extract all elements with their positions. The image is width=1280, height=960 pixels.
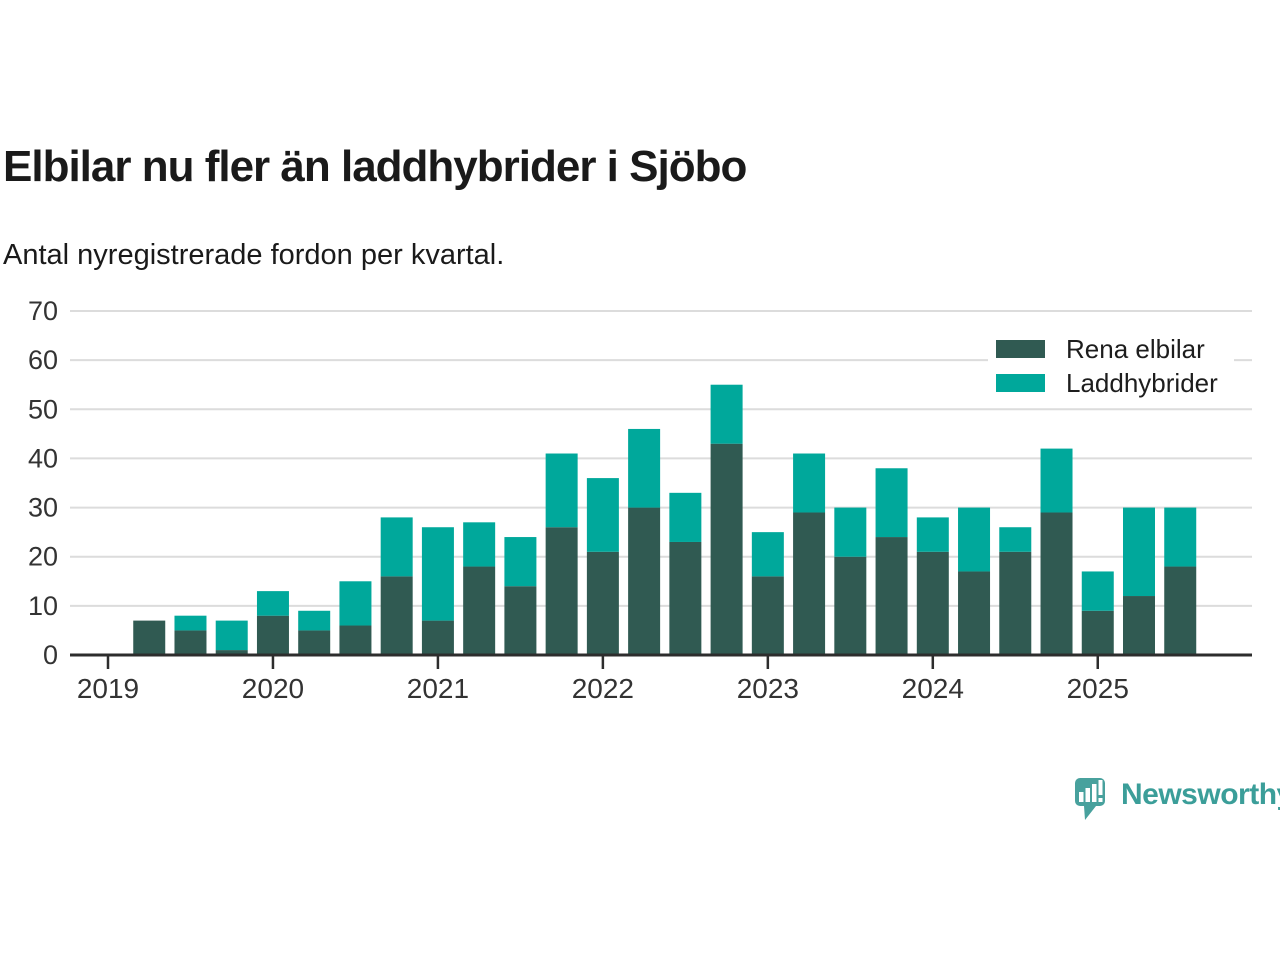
bar-rena-elbilar-2021-Q3 [504,586,537,655]
bar-laddhybrider-2020-Q4 [380,517,413,577]
newsworthy-wordmark: Newsworthy [1121,778,1280,811]
bar-rena-elbilar-2025-Q2 [1123,596,1155,655]
bar-rena-elbilar-2022-Q1 [586,551,619,655]
bar-rena-elbilar-2019-Q4 [215,650,248,655]
x-axis-label-2025: 2025 [1067,673,1129,704]
chart-title: Elbilar nu fler än laddhybrider i Sjöbo [3,142,747,191]
x-axis-label-2022: 2022 [572,673,634,704]
bar-laddhybrider-2019-Q4 [215,620,248,651]
y-axis-label-50: 50 [28,394,58,424]
bar-laddhybrider-2023-Q4 [875,468,908,538]
bar-laddhybrider-2023-Q2 [793,453,826,513]
bar-laddhybrider-2021-Q4 [545,453,578,528]
y-axis-label-10: 10 [28,591,58,621]
bar-laddhybrider-2020-Q2 [298,610,331,631]
y-axis-label-20: 20 [28,542,58,572]
bar-laddhybrider-2022-Q3 [669,492,702,542]
bar-rena-elbilar-2024-Q4 [1040,512,1073,655]
legend-swatch-rena-elbilar [996,340,1045,358]
bar-laddhybrider-2022-Q4 [710,384,743,444]
y-axis-label-40: 40 [28,443,58,473]
chart-subtitle: Antal nyregistrerade fordon per kvartal. [3,239,505,271]
legend-item-laddhybrider: Laddhybrider [996,368,1234,398]
bar-rena-elbilar-2024-Q2 [958,571,991,655]
bar-laddhybrider-2023-Q1 [751,532,784,577]
bar-rena-elbilar-2021-Q1 [421,620,454,655]
bar-laddhybrider-2023-Q3 [834,507,867,557]
bar-rena-elbilar-2024-Q1 [916,551,949,655]
newsworthy-logo: Newsworthy [1073,776,1280,824]
bar-laddhybrider-2024-Q4 [1040,448,1073,513]
bar-laddhybrider-2021-Q2 [463,522,496,567]
bar-rena-elbilar-2020-Q2 [298,630,331,655]
bar-rena-elbilar-2023-Q1 [751,576,784,655]
bar-laddhybrider-2025-Q2 [1123,507,1155,597]
bar-rena-elbilar-2021-Q4 [545,527,578,655]
bar-laddhybrider-2025-Q1 [1081,571,1114,611]
bar-laddhybrider-2019-Q3 [174,615,207,631]
x-axis-label-2020: 2020 [242,673,304,704]
bar-rena-elbilar-2020-Q1 [256,615,289,655]
y-axis-label-60: 60 [28,345,58,375]
bar-rena-elbilar-2022-Q3 [669,541,702,655]
bar-rena-elbilar-2024-Q3 [999,551,1032,655]
bar-laddhybrider-2024-Q1 [916,517,949,552]
legend-swatch-laddhybrider [996,374,1045,392]
bar-rena-elbilar-2019-Q2 [133,620,166,655]
x-axis-label-2019: 2019 [77,673,139,704]
bar-rena-elbilar-2020-Q3 [339,625,372,655]
bar-rena-elbilar-2025-Q1 [1081,610,1114,655]
bar-rena-elbilar-2019-Q3 [174,630,207,655]
bar-laddhybrider-2020-Q3 [339,581,372,626]
bar-rena-elbilar-2023-Q3 [834,556,867,655]
x-axis-label-2023: 2023 [737,673,799,704]
bar-rena-elbilar-2023-Q4 [875,537,908,655]
bar-laddhybrider-2022-Q2 [628,428,661,508]
bar-laddhybrider-2021-Q1 [421,527,454,621]
y-axis-label-70: 70 [28,296,58,326]
bar-rena-elbilar-2020-Q4 [380,576,413,655]
bar-rena-elbilar-2023-Q2 [793,512,826,655]
bar-rena-elbilar-2022-Q2 [628,507,661,655]
bar-laddhybrider-2025-Q3 [1164,507,1197,567]
bar-laddhybrider-2020-Q1 [256,591,289,616]
bar-laddhybrider-2024-Q2 [958,507,991,572]
x-axis-label-2024: 2024 [902,673,964,704]
chart-legend: Rena elbilar Laddhybrider [988,330,1234,402]
logo-bar-chart-glyph [1079,780,1103,802]
bar-rena-elbilar-2025-Q3 [1164,566,1197,655]
legend-item-rena-elbilar: Rena elbilar [996,334,1234,364]
bar-laddhybrider-2021-Q3 [504,537,537,587]
bar-rena-elbilar-2021-Q2 [463,566,496,655]
newsworthy-icon [1075,778,1105,820]
bar-rena-elbilar-2022-Q4 [710,443,743,655]
bar-laddhybrider-2022-Q1 [586,478,619,552]
legend-label-rena-elbilar: Rena elbilar [1066,333,1205,364]
bar-laddhybrider-2024-Q3 [999,527,1032,552]
x-axis-label-2021: 2021 [407,673,469,704]
legend-label-laddhybrider: Laddhybrider [1066,367,1218,398]
y-axis-label-30: 30 [28,493,58,523]
y-axis-label-0: 0 [43,640,58,670]
